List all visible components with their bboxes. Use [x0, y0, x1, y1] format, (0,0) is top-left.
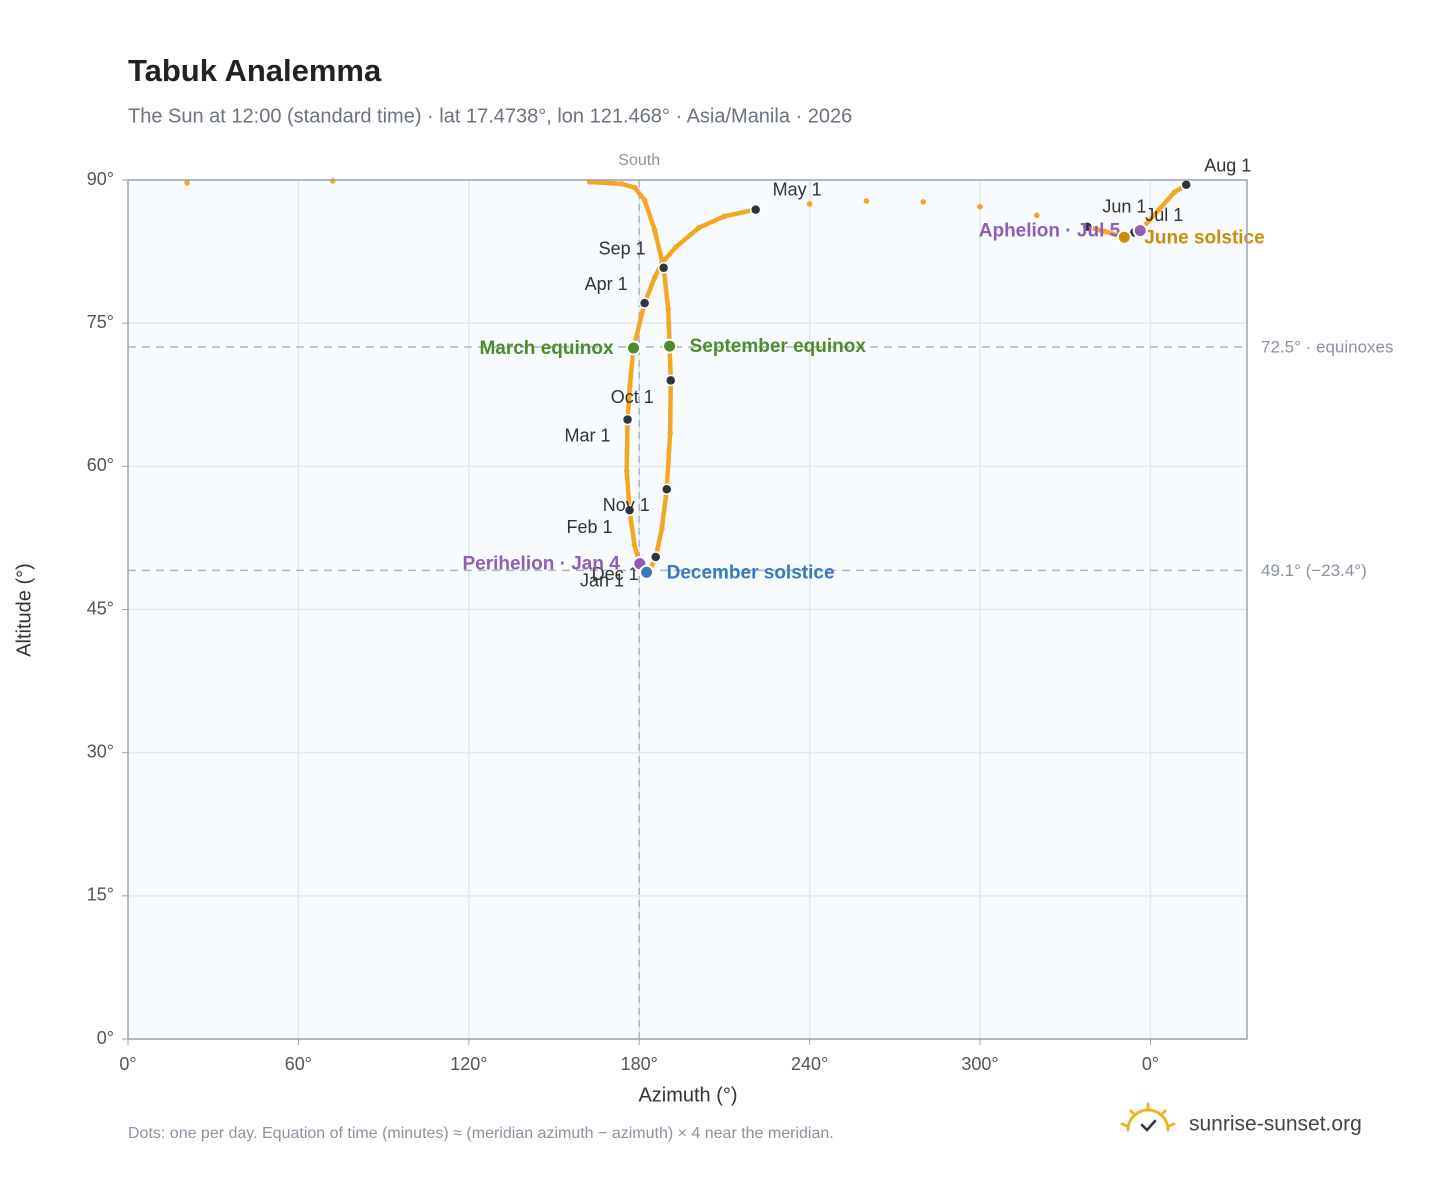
- month-marker: [649, 551, 662, 563]
- event-marker: [1132, 223, 1148, 239]
- month-marker: [657, 262, 670, 274]
- y-tick-label: 30°: [87, 741, 114, 761]
- month-label: Nov 1: [603, 495, 650, 515]
- daily-dot: [1171, 189, 1178, 196]
- event-marker: [1116, 229, 1132, 245]
- x-tick-label: 0°: [1142, 1054, 1159, 1074]
- month-label: May 1: [773, 179, 822, 199]
- daily-dot: [641, 197, 648, 203]
- reference-label: 49.1° (−23.4°): [1261, 561, 1367, 580]
- analemma-segment: [673, 225, 702, 250]
- analemma-segment: [661, 265, 671, 312]
- month-marker: [664, 374, 677, 387]
- daily-dot: [667, 430, 673, 436]
- event-label: March equinox: [479, 338, 614, 359]
- month-marker: [661, 483, 673, 495]
- month-marker: [623, 504, 636, 516]
- event-marker: [626, 340, 642, 356]
- month-marker: [1180, 179, 1192, 191]
- x-tick-label: 300°: [961, 1054, 998, 1074]
- x-tick-label: 120°: [450, 1054, 487, 1074]
- event-marker: [639, 564, 655, 580]
- y-tick-label: 90°: [87, 169, 114, 189]
- analemma-segment: [624, 468, 632, 513]
- event-label: Perihelion · Jan 4: [462, 554, 620, 575]
- daily-dot: [977, 203, 983, 210]
- chart-subtitle: The Sun at 12:00 (standard time) · lat 1…: [128, 105, 852, 127]
- event-marker: [662, 338, 678, 354]
- daily-dot: [920, 199, 927, 205]
- analemma-segment: [664, 430, 673, 492]
- daily-dot: [627, 383, 633, 389]
- month-label: Jun 1: [1102, 197, 1146, 217]
- y-tick-label: 15°: [87, 885, 114, 905]
- y-tick-label: 45°: [87, 598, 114, 618]
- daily-dot: [1034, 212, 1040, 219]
- analemma-segment: [659, 244, 679, 266]
- x-tick-label: 60°: [285, 1054, 312, 1074]
- reference-label: 72.5° · equinoxes: [1261, 338, 1394, 357]
- daily-dot: [806, 201, 813, 207]
- y-tick-label: 0°: [97, 1028, 114, 1048]
- daily-dot: [184, 180, 190, 186]
- brand-name: sunrise-sunset.org: [1189, 1113, 1362, 1136]
- analemma-segment: [696, 214, 727, 230]
- event-label: June solstice: [1144, 227, 1264, 248]
- x-axis-label: Azimuth (°): [638, 1084, 737, 1106]
- chart-title: Tabuk Analemma: [128, 53, 382, 88]
- x-tick-label: 240°: [791, 1054, 828, 1074]
- daily-dot: [618, 181, 625, 187]
- month-label: Mar 1: [565, 425, 611, 445]
- month-label: Dec 1: [592, 564, 639, 584]
- month-label: Jul 1: [1145, 205, 1183, 225]
- month-label: Oct 1: [611, 387, 654, 407]
- daily-dot: [1102, 228, 1108, 235]
- daily-dot: [623, 468, 630, 474]
- y-tick-label: 60°: [87, 455, 114, 475]
- analemma-segment: [1156, 190, 1177, 212]
- brand-logo: [1120, 1102, 1176, 1132]
- meridian-label: South: [618, 152, 660, 169]
- month-label: Apr 1: [585, 274, 628, 294]
- analemma-segment: [587, 179, 624, 187]
- analemma-segment: [631, 300, 647, 351]
- daily-dot: [696, 224, 702, 231]
- month-label: Aug 1: [1204, 156, 1251, 176]
- month-marker: [1081, 221, 1094, 233]
- y-tick-label: 75°: [87, 312, 114, 332]
- analemma-segment: [667, 378, 673, 436]
- month-marker: [638, 297, 651, 309]
- daily-dot: [673, 244, 679, 250]
- daily-dot: [651, 226, 658, 233]
- daily-dot: [631, 184, 638, 191]
- event-label: December solstice: [667, 562, 835, 583]
- daily-dot: [1156, 206, 1162, 213]
- footnote: Dots: one per day. Equation of time (min…: [128, 1125, 834, 1142]
- daily-dot: [652, 274, 658, 281]
- analemma-segment: [642, 197, 657, 232]
- analemma-segment: [627, 507, 637, 547]
- daily-dot: [329, 178, 336, 184]
- month-label: Feb 1: [567, 517, 613, 537]
- x-tick-label: 180°: [621, 1054, 658, 1074]
- month-label: Jan 1: [580, 570, 624, 590]
- analemma-segment: [624, 417, 630, 474]
- daily-dot: [659, 525, 665, 532]
- y-axis-label: Altitude (°): [13, 563, 35, 657]
- x-tick-label: 0°: [119, 1054, 136, 1074]
- daily-dot: [631, 541, 638, 548]
- daily-dot: [863, 198, 870, 204]
- daily-dot: [665, 306, 671, 312]
- month-label: Sep 1: [599, 239, 646, 259]
- event-label: September equinox: [690, 336, 867, 357]
- month-marker: [749, 203, 762, 216]
- month-marker: [621, 413, 634, 426]
- analemma-segment: [659, 486, 670, 531]
- event-label: Aphelion · Jul 5: [979, 221, 1121, 242]
- daily-dot: [721, 213, 728, 220]
